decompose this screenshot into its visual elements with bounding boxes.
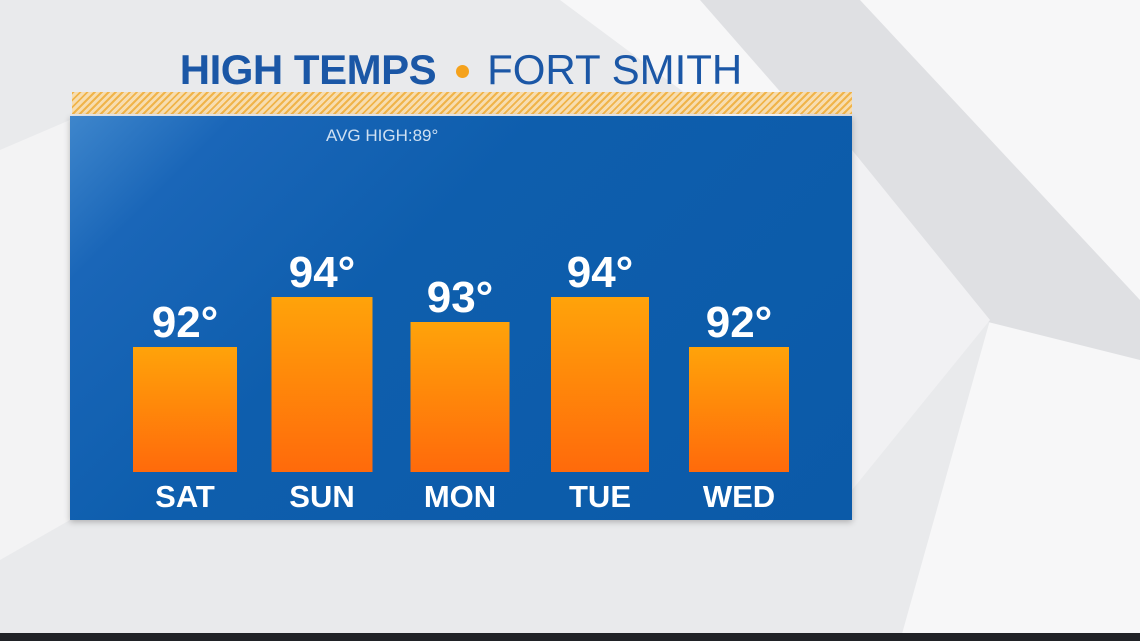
avg-high-label: AVG HIGH:89°: [326, 126, 439, 145]
bottom-bar: [0, 633, 1140, 641]
bg-chevron-mid: [700, 0, 1140, 360]
title-main: HIGH TEMPS: [179, 46, 437, 93]
bar-wed: [689, 347, 789, 472]
chart-panel: AVG HIGH:89° 92° SAT 94° SUN 93° MON 94° TUE 92°…: [70, 116, 852, 520]
bar-sun: [271, 297, 373, 472]
bg-arrow-shape: [852, 150, 990, 490]
category-label-wed: WED: [703, 479, 775, 514]
category-label-tue: TUE: [569, 479, 631, 514]
chart-title: HIGH TEMPS FORT SMITH: [70, 44, 852, 96]
bar-chart: 92° SAT 94° SUN 93° MON 94° TUE 92° WED: [133, 248, 789, 514]
decorative-stripe: [72, 92, 852, 114]
value-label-mon: 93°: [427, 273, 494, 322]
category-label-mon: MON: [424, 479, 496, 514]
title-location: FORT SMITH: [487, 46, 743, 93]
title-separator-dot: [456, 64, 470, 78]
category-label-sun: SUN: [289, 479, 354, 514]
bar-tue: [551, 297, 649, 472]
bg-left-shape: [0, 120, 70, 560]
category-label-sat: SAT: [155, 479, 215, 514]
value-label-wed: 92°: [706, 298, 773, 347]
value-label-sun: 94°: [289, 248, 356, 297]
value-label-sat: 92°: [152, 298, 219, 347]
bar-sat: [133, 347, 237, 472]
value-label-tue: 94°: [567, 248, 634, 297]
bar-mon: [410, 322, 510, 472]
